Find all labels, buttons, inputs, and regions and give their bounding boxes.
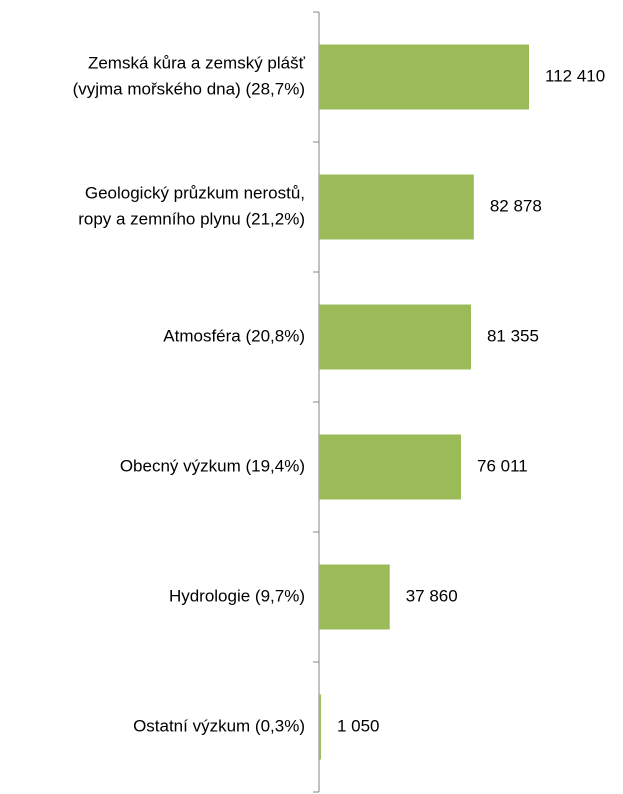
category-label: Zemská kůra a zemský plášť [88,53,306,72]
category-label: Ostatní výzkum (0,3%) [133,716,305,735]
category-label: Obecný výzkum (19,4%) [120,456,305,475]
bar [319,304,471,370]
category-label: Atmosféra (20,8%) [163,326,305,345]
value-label: 37 860 [406,586,458,605]
category-label: Hydrologie (9,7%) [169,586,305,605]
value-label: 82 878 [490,196,542,215]
value-label: 81 355 [487,326,539,345]
bar [319,434,462,500]
category-label: ropy a zemního plynu (21,2%) [78,209,305,228]
category-label: (vyjma mořského dna) (28,7%) [73,79,305,98]
category-label: Geologický průzkum nerostů, [85,183,305,202]
bar [319,564,390,630]
value-label: 112 410 [545,66,605,85]
value-label: 1 050 [337,716,380,735]
bar [319,694,321,760]
value-label: 76 011 [477,456,528,475]
bar [319,44,529,110]
bar [319,174,474,240]
